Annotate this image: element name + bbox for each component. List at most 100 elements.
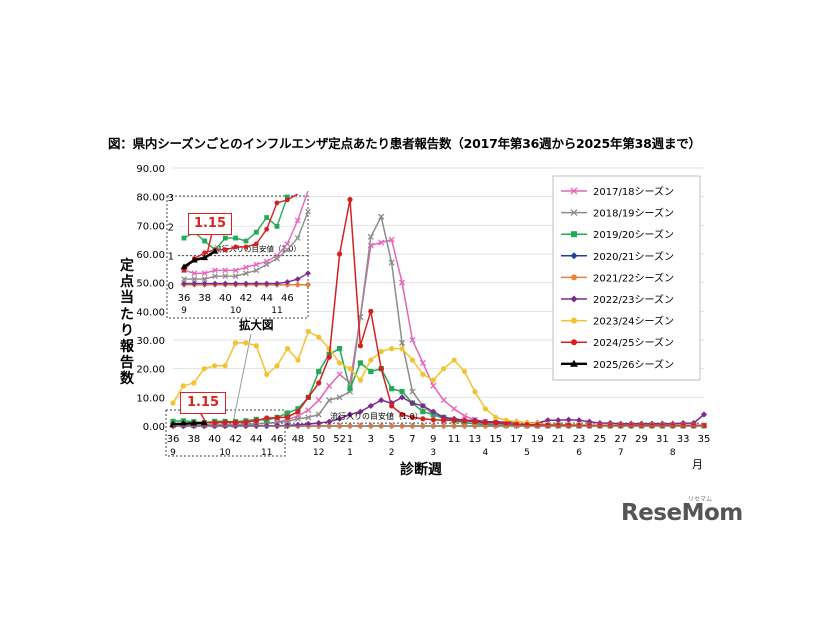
data-point	[430, 382, 437, 389]
data-point	[222, 273, 229, 280]
data-point	[389, 386, 395, 392]
legend-item: 2025/26シーズン	[561, 358, 674, 371]
data-point	[534, 422, 541, 428]
data-point	[232, 340, 239, 346]
data-point	[233, 244, 239, 250]
inset-chart: 0 1 2 3 36 38 40 42 44 46 9 10 11 流行入りの目安値（1.0）	[166, 190, 311, 319]
data-point	[419, 359, 426, 366]
data-point	[253, 241, 259, 247]
data-point	[190, 419, 198, 426]
data-point	[294, 415, 302, 422]
x-tick-label: 48	[292, 434, 305, 445]
data-point	[191, 380, 197, 386]
data-point	[336, 415, 343, 422]
x-tick-label: 17	[510, 434, 523, 445]
data-point	[570, 295, 578, 303]
legend-item: 2023/24シーズン	[561, 315, 674, 328]
x-tick-label: 25	[594, 434, 607, 445]
inset-x-tick: 46	[281, 293, 294, 304]
data-point	[482, 406, 488, 412]
inset-month-label: 11	[271, 306, 282, 316]
inset-y-tick: 1	[168, 252, 174, 263]
data-point	[347, 366, 353, 372]
data-point	[274, 415, 280, 421]
data-point	[368, 368, 374, 375]
data-point	[295, 406, 301, 412]
data-point	[336, 360, 343, 366]
data-point	[253, 267, 260, 274]
series-line	[172, 199, 704, 427]
inset-series-2017/18シーズン	[181, 190, 309, 277]
month-label: 12	[313, 448, 324, 458]
data-point	[253, 417, 259, 424]
data-point	[222, 247, 228, 253]
data-point	[367, 233, 374, 240]
data-point	[222, 280, 229, 287]
data-point	[212, 363, 218, 369]
resemom-logo-sub: リセマム	[688, 496, 713, 503]
data-point	[232, 273, 239, 280]
inset-x-tick: 42	[240, 293, 253, 304]
data-point	[399, 389, 405, 395]
data-point	[243, 270, 249, 277]
data-point	[305, 208, 311, 215]
month-label: 10	[219, 448, 231, 458]
x-tick-label: 19	[531, 434, 544, 445]
data-point	[680, 422, 686, 429]
data-point	[346, 411, 354, 418]
data-point	[597, 422, 603, 429]
data-point	[378, 397, 385, 404]
data-point	[441, 417, 447, 423]
inset-caption: 拡大図	[239, 318, 274, 332]
data-point	[388, 236, 395, 243]
data-point	[493, 414, 499, 420]
data-point	[388, 399, 395, 407]
data-point	[284, 414, 291, 420]
data-point	[336, 371, 343, 378]
inset-x-tick: 36	[178, 293, 191, 304]
x-tick-label: 1	[347, 434, 353, 445]
data-point	[295, 409, 301, 415]
data-point	[472, 419, 478, 425]
data-point	[180, 263, 188, 270]
data-point	[233, 235, 239, 241]
data-point	[243, 264, 249, 271]
data-point	[274, 223, 280, 229]
month-label: 3	[430, 448, 436, 458]
data-point	[420, 371, 426, 377]
x-tick-label: 36	[167, 434, 180, 445]
data-point	[180, 383, 187, 389]
y-tick-label: 70.00	[136, 221, 165, 232]
data-point	[409, 336, 416, 344]
legend-label: 2021/22シーズン	[593, 271, 674, 284]
x-tick-label: 3	[368, 434, 374, 445]
data-point	[389, 403, 395, 409]
data-point	[212, 273, 218, 280]
data-point	[274, 280, 280, 287]
inset-series-2022/23シーズン	[181, 270, 311, 287]
data-point	[451, 405, 458, 412]
legend-item: 2020/21シーズン	[561, 250, 674, 263]
month-label: 4	[482, 448, 488, 458]
x-tick-label: 50	[312, 434, 325, 445]
data-point	[294, 276, 301, 283]
y-tick-label: 50.00	[136, 279, 165, 290]
data-point	[305, 270, 311, 277]
legend-item: 2018/19シーズン	[561, 207, 674, 220]
data-point	[274, 363, 280, 369]
inset-y-tick: 3	[168, 193, 174, 204]
data-point	[284, 410, 291, 416]
data-point	[253, 229, 259, 235]
data-point	[222, 419, 228, 425]
data-point	[420, 416, 426, 422]
data-point	[430, 377, 436, 383]
month-label: 8	[670, 448, 676, 458]
data-point	[347, 196, 353, 203]
data-point	[378, 213, 385, 220]
inset-series-line	[183, 250, 216, 268]
legend-label: 2020/21シーズン	[593, 250, 674, 263]
data-point	[232, 267, 239, 274]
data-point	[212, 267, 218, 274]
current-value-callout: 1.15	[180, 392, 226, 414]
